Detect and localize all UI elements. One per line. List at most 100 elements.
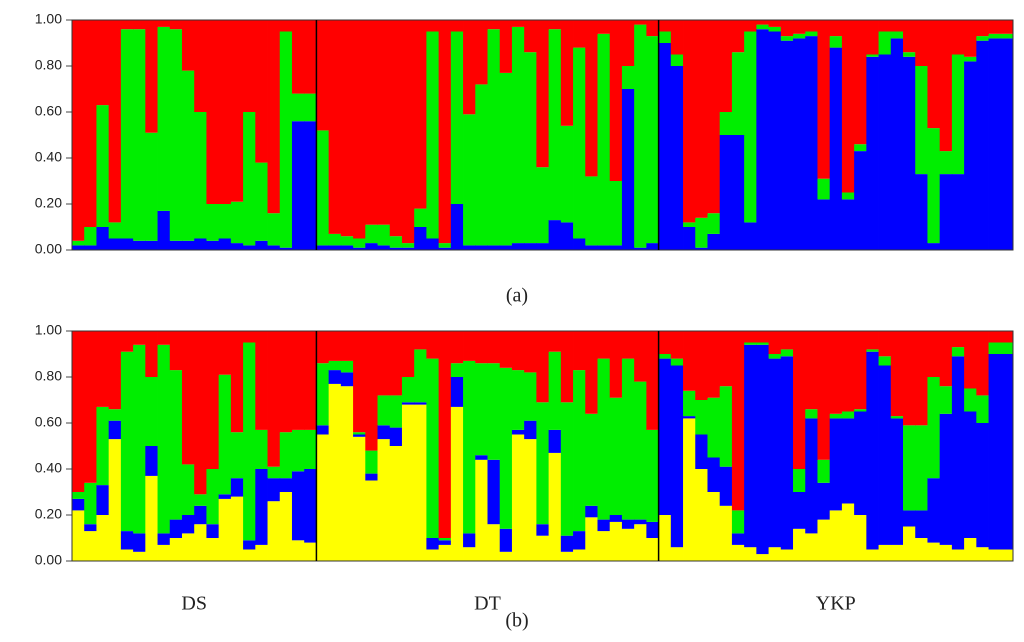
bar-segment — [731, 533, 745, 545]
bar-segment — [793, 469, 806, 492]
bar-segment — [243, 20, 256, 112]
bar-segment — [267, 478, 281, 502]
bar-segment — [793, 528, 806, 561]
bar-segment — [915, 66, 928, 175]
bar-segment — [255, 240, 268, 250]
bar-segment — [401, 404, 415, 561]
bar-segment — [389, 427, 403, 446]
plot-frame — [71, 330, 1014, 562]
bar-segment — [609, 181, 623, 246]
bar-segment — [450, 204, 464, 250]
bar-segment — [719, 20, 733, 112]
bar-segment — [854, 20, 867, 145]
bar-segment — [621, 66, 635, 89]
bar-segment — [609, 331, 623, 398]
bar-segment — [683, 418, 696, 561]
bar-segment — [793, 33, 806, 39]
bar-segment — [1000, 33, 1014, 39]
bar-segment — [353, 238, 366, 248]
bar-segment — [683, 390, 696, 417]
bar-segment — [756, 29, 769, 251]
bar-segment — [609, 515, 623, 522]
bar-segment — [951, 174, 965, 250]
y-tick-label: 1.00 — [35, 11, 62, 27]
bar-segment — [194, 505, 207, 525]
bar-segment — [499, 551, 513, 561]
bar-segment — [72, 331, 85, 492]
bar-segment — [72, 492, 85, 499]
bar-segment — [915, 510, 928, 538]
bar-segment — [744, 31, 757, 223]
bar-segment — [707, 233, 721, 250]
bar-segment — [340, 372, 354, 387]
bar-segment — [414, 404, 427, 561]
bar-segment — [780, 549, 794, 561]
bar-segment — [255, 469, 268, 545]
bar-segment — [511, 434, 525, 561]
bar-segment — [267, 245, 281, 250]
bar-segment — [145, 331, 158, 377]
bar-segment — [548, 351, 562, 430]
bar-segment — [157, 344, 171, 534]
bar-segment — [670, 358, 684, 366]
bar-segment — [401, 243, 415, 248]
bar-segment — [475, 455, 488, 460]
bar-segment — [634, 331, 647, 382]
bar-segment — [218, 494, 232, 499]
bar-segment — [181, 515, 195, 534]
bar-segment — [988, 331, 1002, 343]
bar-segment — [597, 331, 611, 359]
bar-segment — [279, 478, 293, 492]
bar-segment — [340, 331, 354, 361]
bar-segment — [194, 20, 207, 112]
bar-segment — [1000, 38, 1014, 251]
bar-segment — [890, 31, 904, 39]
bar-segment — [854, 409, 867, 412]
bar-segment — [206, 240, 220, 250]
bar-segment — [96, 515, 110, 561]
bar-segment — [829, 20, 843, 37]
bar-segment — [707, 331, 721, 398]
bar-segment — [145, 475, 158, 561]
bar-segment — [304, 121, 317, 250]
bar-segment — [243, 342, 256, 541]
bar-segment — [780, 20, 794, 37]
bar-segment — [438, 331, 452, 538]
bar-segment — [683, 331, 696, 391]
bar-segment — [780, 36, 794, 41]
bar-segment — [279, 31, 293, 248]
bar-segment — [646, 36, 659, 244]
bar-segment — [475, 363, 488, 456]
bar-segment — [536, 243, 550, 250]
bar-segment — [670, 66, 684, 250]
bar-segment — [634, 20, 647, 25]
bar-segment — [731, 331, 745, 511]
bar-segment — [621, 331, 635, 359]
bar-segment — [695, 434, 708, 469]
bar-segment — [939, 544, 953, 561]
bar-segment — [450, 31, 464, 204]
bar-segment — [120, 331, 134, 352]
bar-segment — [218, 204, 232, 239]
bar-segment — [744, 344, 757, 548]
bar-segment — [96, 20, 110, 106]
bar-segment — [866, 54, 879, 57]
bar-segment — [475, 84, 488, 246]
bar-segment — [951, 549, 965, 561]
bar-segment — [658, 331, 672, 354]
bar-segment — [377, 20, 391, 225]
bar-segment — [279, 432, 293, 479]
bar-segment — [365, 331, 378, 451]
bar-segment — [915, 174, 928, 250]
bar-segment — [866, 349, 879, 352]
bar-segment — [414, 402, 427, 405]
bar-segment — [707, 492, 721, 561]
bar-segment — [279, 331, 293, 433]
bar-segment — [573, 238, 586, 250]
bar-segment — [903, 20, 916, 53]
bar-segment — [218, 20, 232, 204]
bar-segment — [585, 413, 598, 506]
bar-segment — [340, 20, 354, 237]
